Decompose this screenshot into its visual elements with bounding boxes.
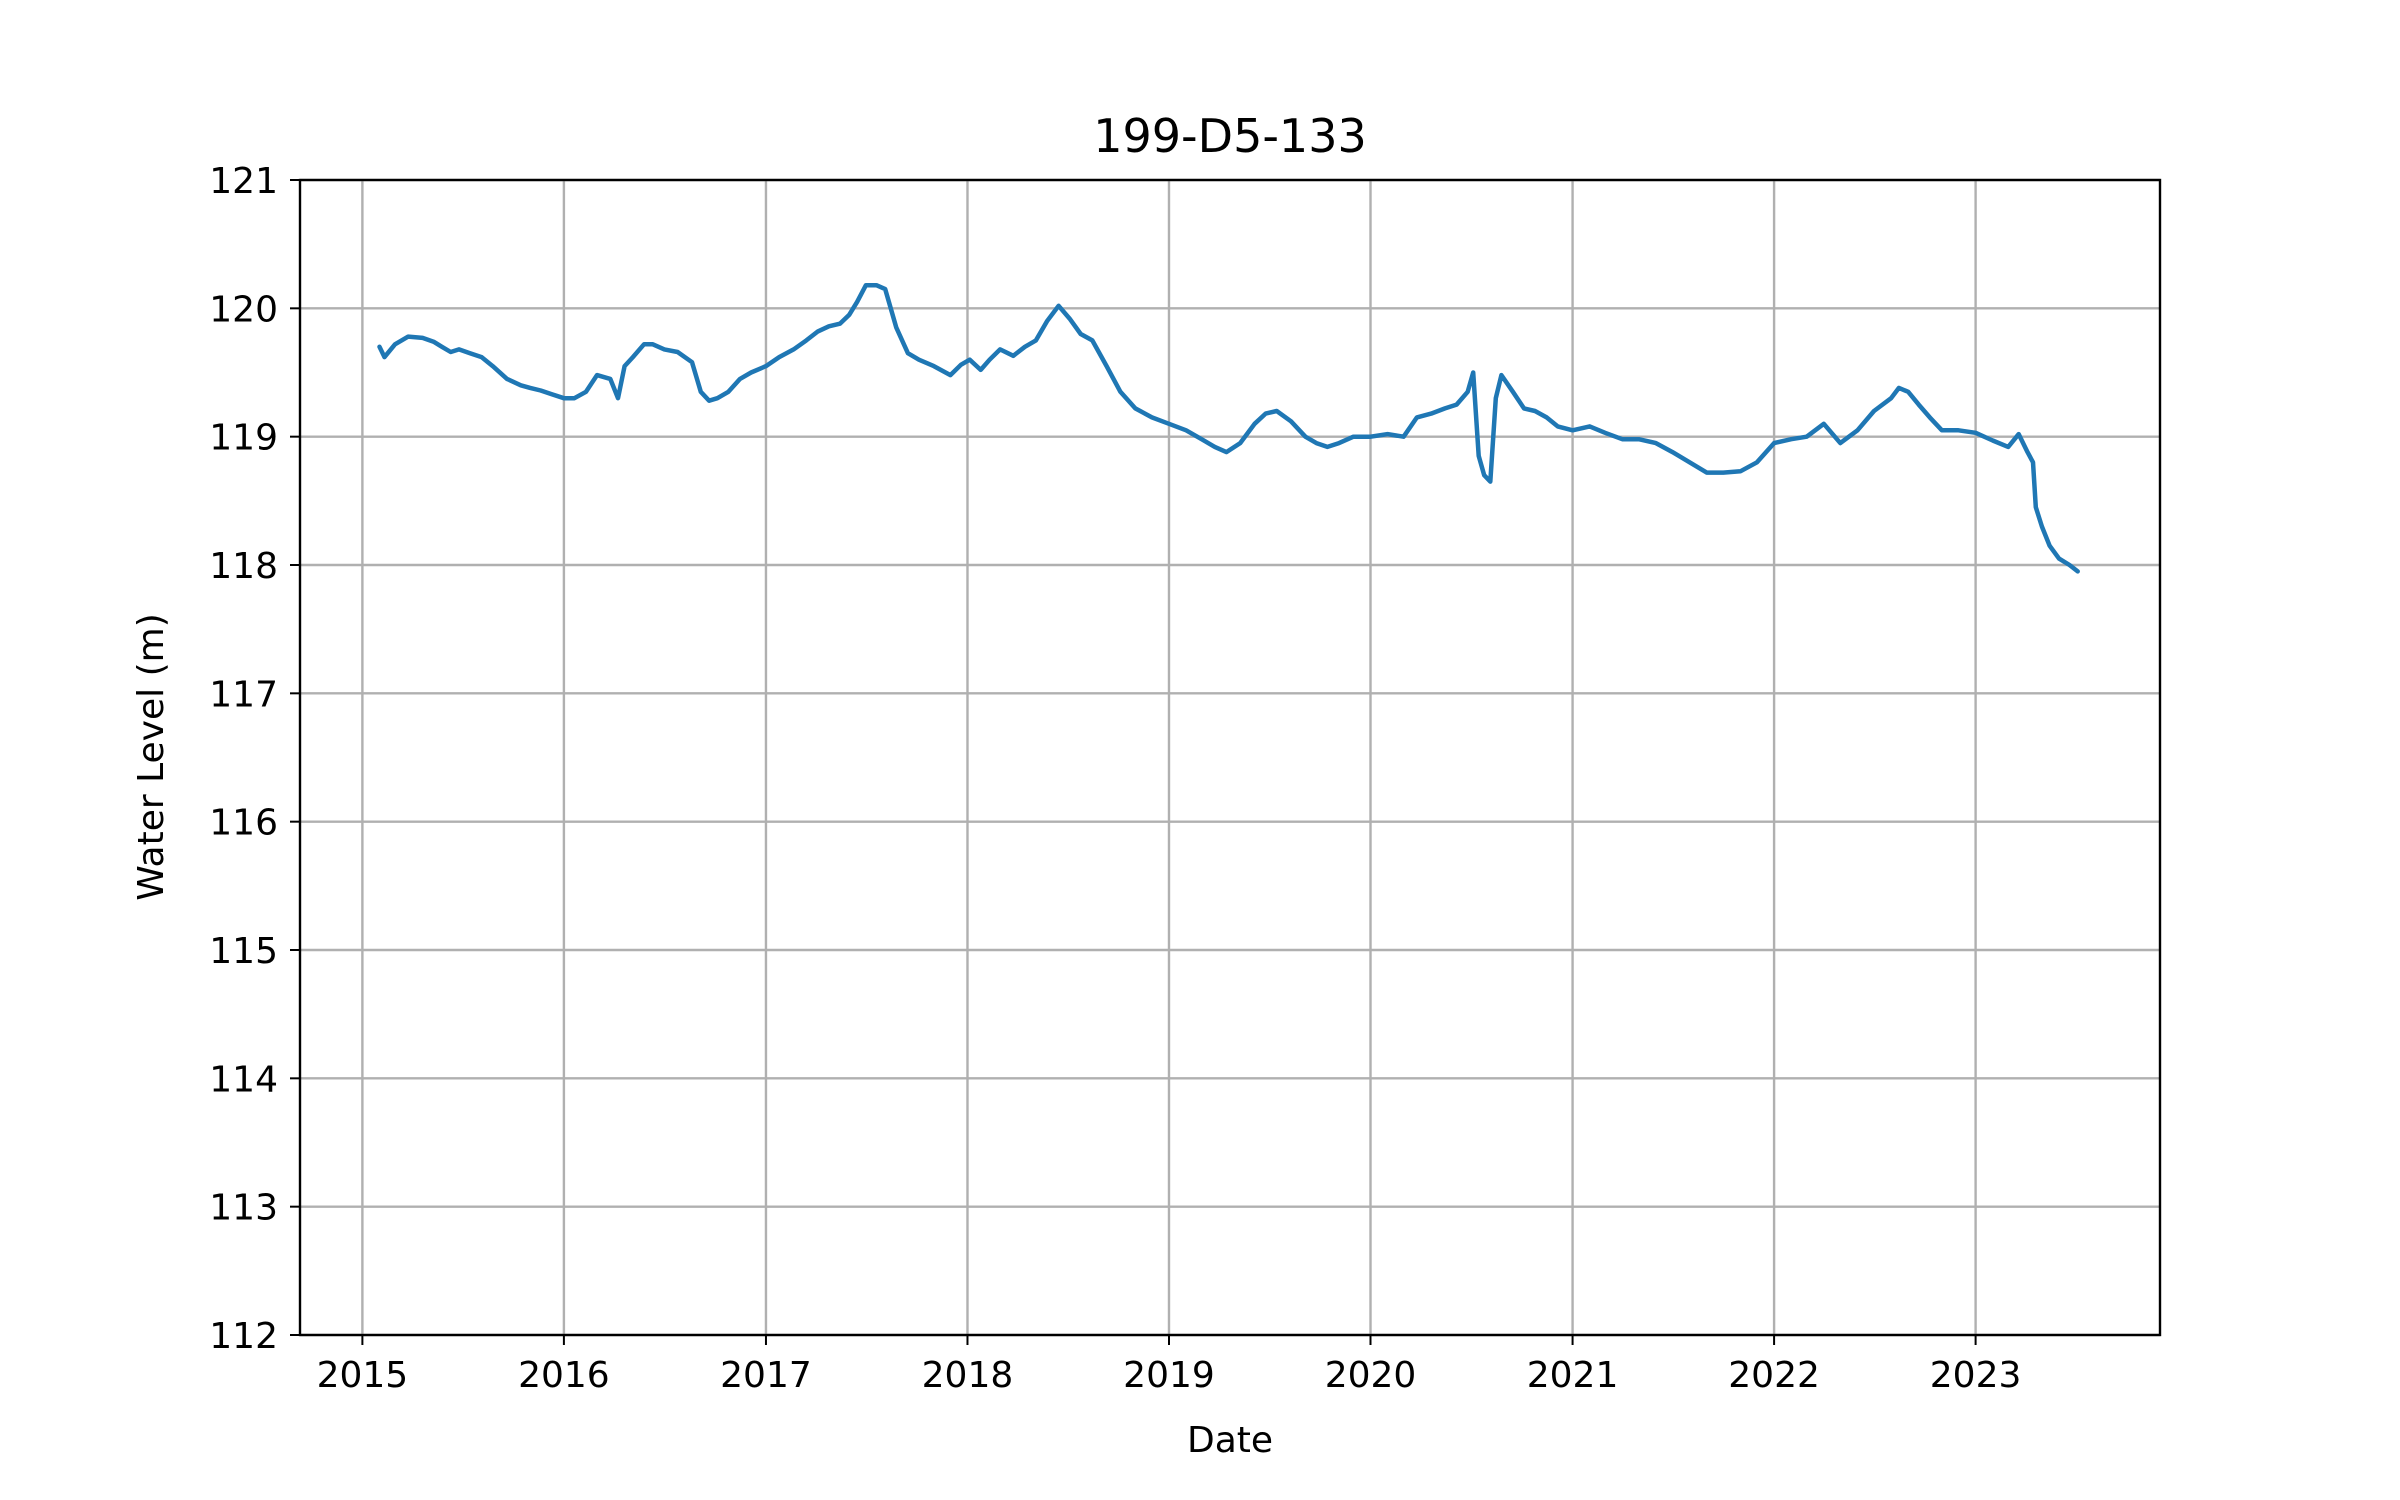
y-tick-label: 121 bbox=[209, 161, 278, 202]
y-tick-label: 120 bbox=[209, 289, 278, 330]
x-tick-label: 2015 bbox=[317, 1355, 409, 1396]
y-tick-label: 113 bbox=[209, 1188, 278, 1229]
x-tick-label: 2022 bbox=[1728, 1355, 1820, 1396]
x-tick-label: 2020 bbox=[1325, 1355, 1417, 1396]
x-tick-label: 2019 bbox=[1123, 1355, 1215, 1396]
x-axis-label: Date bbox=[1187, 1420, 1273, 1461]
water-level-line bbox=[377, 282, 2080, 574]
y-tick-label: 112 bbox=[209, 1316, 278, 1357]
y-tick-label: 119 bbox=[209, 418, 278, 459]
x-tick-label: 2018 bbox=[922, 1355, 1014, 1396]
y-tick-label: 117 bbox=[209, 674, 278, 715]
y-axis-label: Water Level (m) bbox=[131, 613, 172, 901]
y-tick-label: 118 bbox=[209, 546, 278, 587]
y-tick-label: 116 bbox=[209, 803, 278, 844]
x-tick-label: 2016 bbox=[518, 1355, 610, 1396]
data-series bbox=[377, 282, 2080, 574]
x-tick-label: 2017 bbox=[720, 1355, 812, 1396]
x-tick-label: 2023 bbox=[1930, 1355, 2022, 1396]
x-tick-label: 2021 bbox=[1527, 1355, 1619, 1396]
axis-ticks: 2015 2016 2017 2018 2019 2020 2021 2022 2023 112 1… bbox=[209, 161, 2021, 1396]
chart-title: 199-D5-133 bbox=[1093, 109, 1366, 163]
y-tick-label: 115 bbox=[209, 931, 278, 972]
y-tick-label: 114 bbox=[209, 1059, 278, 1100]
plot-area-frame bbox=[298, 178, 2162, 1337]
grid-lines bbox=[300, 178, 2160, 1337]
